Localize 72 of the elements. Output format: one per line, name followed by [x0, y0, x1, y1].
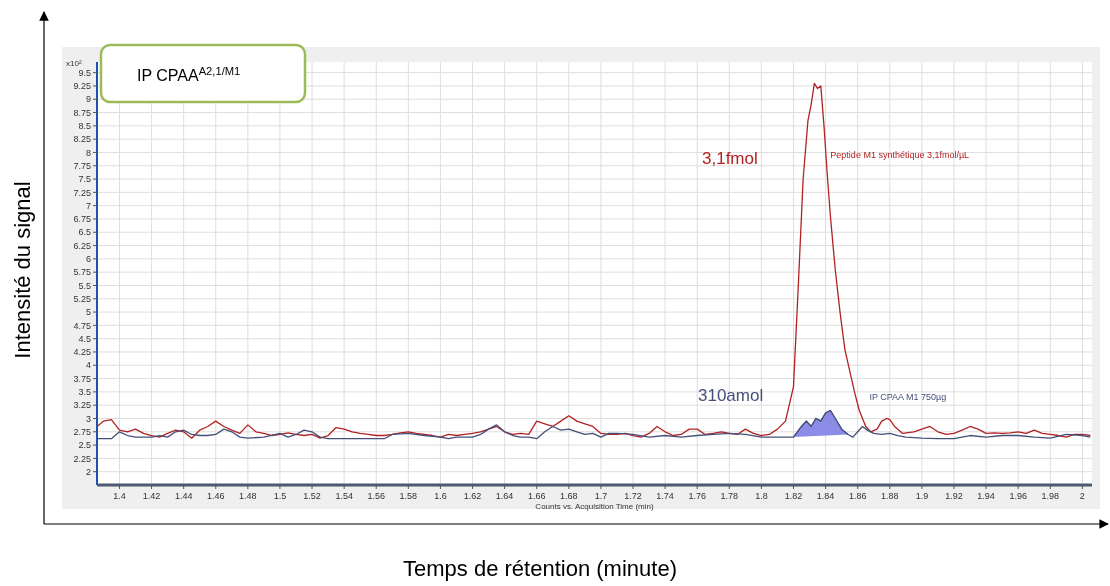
x-tick-label: 1.94	[977, 491, 995, 501]
x-tick-label: 1.48	[239, 491, 257, 501]
x-tick-label: 1.5	[273, 491, 287, 501]
x-tick-label: 1.78	[720, 491, 739, 501]
y-tick-label: 2	[85, 466, 91, 477]
text: Counts vs. Acquisition Time (min)	[535, 502, 654, 511]
x-tick-label: 1.72	[624, 491, 642, 501]
x-tick-label: 1.88	[881, 491, 899, 501]
line-series	[97, 82, 1092, 439]
y-tick-label: 5	[85, 307, 91, 318]
x-tick-label: 1.56	[367, 491, 386, 501]
y-tick-label: 7	[85, 200, 91, 211]
x-tick-label: 1.44	[174, 491, 193, 501]
x-tick-label: 1.86	[848, 491, 867, 501]
x-tick-label: 1.7	[594, 491, 608, 501]
x-tick-label: 1.66	[527, 491, 546, 501]
y-tick-label: 9.5	[78, 67, 91, 78]
x-tick-label: 1.46	[206, 491, 225, 501]
y-tick-label: 2.25	[73, 453, 91, 464]
x-tick-label: 1.4	[113, 491, 126, 501]
x-tick-label: 1.64	[495, 491, 514, 501]
y-tick-label: 5.5	[78, 280, 91, 291]
y-tick-label: 3	[85, 413, 91, 424]
y-axis-title: Intensité du signal	[10, 181, 35, 359]
y-tick-label: 6	[85, 254, 91, 265]
x-tick-label: 1.68	[560, 491, 578, 501]
y-tick-label: 6.25	[73, 240, 91, 251]
x-tick-label: 1.52	[303, 491, 321, 501]
x-tick-label: 1.58	[399, 491, 418, 501]
y-tick-label: 9	[85, 94, 91, 105]
x-tick-label: 1.62	[463, 491, 482, 501]
x-tick-label: 1.98	[1041, 491, 1060, 501]
y-tick-label: 4.75	[73, 320, 91, 331]
y-tick-label: 6.5	[78, 227, 91, 238]
x-tick-label: 1.42	[142, 491, 161, 501]
annotation: 310amol	[698, 386, 764, 405]
x-tick-label: 1.96	[1009, 491, 1027, 501]
y-tick-label: 2.75	[73, 426, 91, 437]
y-tick-label: 6.75	[73, 214, 91, 225]
x-tick-label: 1.9	[915, 491, 929, 501]
x-tick-label: 1.76	[688, 491, 706, 501]
text: x10²	[66, 59, 82, 68]
x-tick-label: 1.54	[335, 491, 353, 501]
annotation: 3,1fmol	[702, 149, 758, 168]
y-tick-label: 8.5	[78, 121, 91, 131]
y-tick-label: 4.25	[73, 347, 91, 358]
y-tick-label: 3.5	[78, 387, 91, 398]
x-tick-label: 1.82	[784, 491, 803, 501]
y-tick-label: 4.5	[78, 333, 91, 344]
y-tick-label: 9.25	[73, 81, 91, 92]
y-tick-label: 5.75	[73, 267, 91, 278]
y-tick-label: 3.75	[73, 373, 91, 384]
text: IP CPAA M1 750µg	[869, 391, 947, 402]
y-tick-label: 5.25	[73, 293, 91, 304]
y-tick-label: 8.75	[73, 107, 91, 118]
y-tick-label: 7.75	[73, 160, 91, 171]
y-tick-label: 4	[85, 360, 91, 371]
x-tick-label: 1.92	[945, 491, 963, 501]
x-tick-label: 1.84	[816, 491, 835, 501]
x-tick-label: 2	[1079, 491, 1085, 501]
y-tick-label: 8.25	[73, 134, 91, 145]
x-tick-label: 1.6	[434, 491, 447, 501]
y-tick-label: 7.5	[78, 174, 91, 185]
chart-title: IP CPAA$^{A2,1/M1}$	[137, 65, 241, 84]
x-axis-title: Temps de rétention (minute)	[403, 556, 677, 581]
series-label: Peptide M1 synthétique 3,1fmol/µL	[830, 150, 970, 161]
x-tick-label: 1.74	[656, 491, 674, 501]
y-tick-label: 3.25	[73, 400, 91, 411]
y-tick-label: 7.25	[73, 187, 91, 198]
y-tick-label: 8	[85, 147, 91, 158]
x-tick-label: 1.8	[755, 491, 768, 501]
y-tick-label: 2.5	[78, 440, 91, 451]
